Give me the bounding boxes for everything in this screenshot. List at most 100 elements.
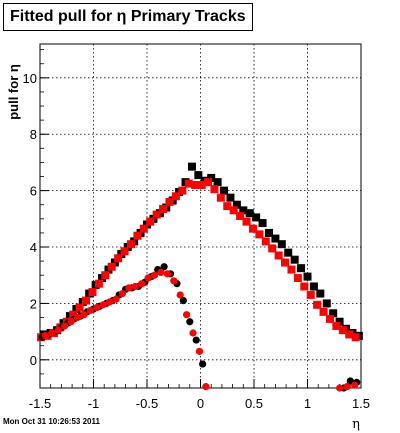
x-axis-label: η xyxy=(352,417,360,432)
series-2-point xyxy=(179,296,187,305)
series-3-point xyxy=(144,274,152,282)
series-1-point xyxy=(325,314,334,323)
series-3-point xyxy=(80,311,88,319)
axis-ticks xyxy=(39,49,362,389)
series-1-point xyxy=(159,204,168,213)
x-tick-label: 1 xyxy=(304,396,311,411)
series-0-point xyxy=(322,299,331,308)
series-1-point xyxy=(101,271,110,280)
series-1-point xyxy=(203,178,212,187)
series-3-point xyxy=(73,313,82,322)
series-1-point xyxy=(178,186,187,195)
series-1-point xyxy=(300,282,309,291)
series-0-point xyxy=(297,264,306,273)
series-0-point xyxy=(213,178,222,187)
series-1-point xyxy=(293,274,302,283)
series-3-point xyxy=(99,301,107,309)
series-0-point xyxy=(220,186,229,195)
series-1-point xyxy=(69,310,78,319)
y-tick-label: 8 xyxy=(30,127,37,142)
series-3-point xyxy=(86,306,94,315)
series-3-point xyxy=(54,326,62,334)
series-1-point xyxy=(242,217,251,226)
series-0-point xyxy=(207,173,216,182)
y-tick-label: 4 xyxy=(30,240,37,255)
series-1-point xyxy=(268,244,277,253)
series-3-point xyxy=(170,277,178,285)
series-0-point xyxy=(264,228,273,237)
series-1-point xyxy=(165,197,174,206)
series-3-point xyxy=(150,271,159,279)
series-1-point xyxy=(338,326,347,335)
series-3-point xyxy=(343,382,351,391)
series-0-point xyxy=(187,162,196,171)
series-0-point xyxy=(329,309,338,318)
series-1-point xyxy=(146,217,155,226)
series-1-point xyxy=(274,251,283,260)
series-0-point xyxy=(232,200,241,209)
chart-title: Fitted pull for η Primary Tracks xyxy=(3,3,253,31)
series-1-point xyxy=(306,290,315,299)
y-tick-label: 0 xyxy=(30,353,37,368)
series-1-point xyxy=(332,321,341,330)
series-1-point xyxy=(88,288,97,297)
series-0-point xyxy=(277,240,286,249)
series-0-point xyxy=(303,272,312,281)
series-3-point xyxy=(118,289,126,298)
series-0-point xyxy=(110,258,119,267)
series-3-point xyxy=(157,268,165,276)
series-3-point xyxy=(61,322,69,330)
series-3-point xyxy=(48,329,56,337)
series-0-point xyxy=(316,289,325,298)
series-1-point xyxy=(216,193,225,202)
series-1-point xyxy=(82,296,91,305)
series-0-point xyxy=(258,219,267,228)
x-tick-label: 0 xyxy=(197,396,204,411)
series-1-point xyxy=(184,179,193,188)
series-3-point xyxy=(93,304,101,312)
series-1-point xyxy=(229,206,238,215)
series-1-point xyxy=(313,300,322,309)
data-markers xyxy=(37,162,363,392)
series-1-point xyxy=(139,224,148,233)
series-1-point xyxy=(120,247,129,256)
series-3-point xyxy=(112,295,120,303)
series-0-point xyxy=(284,248,293,257)
series-2-point xyxy=(186,318,194,326)
series-1-point xyxy=(107,262,116,271)
series-1-point xyxy=(126,240,135,249)
timestamp: Mon Oct 31 10:26:53 2011 xyxy=(3,417,100,426)
series-3-point xyxy=(41,332,49,340)
series-0-point xyxy=(226,193,235,202)
x-tick-label: 0.5 xyxy=(245,396,263,411)
series-1-point xyxy=(261,237,270,246)
x-tick-label: -1.5 xyxy=(29,396,51,411)
series-1-point xyxy=(287,265,296,274)
y-axis-label: pull for η xyxy=(6,64,21,120)
series-1-point xyxy=(281,258,290,267)
series-1-point xyxy=(171,192,180,201)
series-1-point xyxy=(197,180,206,189)
series-0-point xyxy=(309,282,318,291)
series-0-point xyxy=(271,234,280,243)
series-3-point xyxy=(336,384,344,392)
series-2-point xyxy=(160,263,168,271)
series-1-point xyxy=(133,231,142,240)
x-tick-label: -0.5 xyxy=(136,396,158,411)
series-1-point xyxy=(94,279,103,288)
series-3-point xyxy=(350,381,359,389)
series-1-point xyxy=(152,210,161,219)
series-1-point xyxy=(351,333,360,342)
series-3-point xyxy=(202,382,210,391)
series-2-point xyxy=(199,360,207,368)
series-0-point xyxy=(252,213,261,222)
series-1-point xyxy=(236,212,245,220)
series-3-point xyxy=(131,282,139,291)
series-1-point xyxy=(248,224,257,233)
series-3-point xyxy=(189,329,197,337)
series-3-point xyxy=(138,280,146,288)
x-tick-label: -1 xyxy=(88,396,100,411)
series-3-point xyxy=(176,291,184,299)
x-tick-label: 1.5 xyxy=(352,396,370,411)
